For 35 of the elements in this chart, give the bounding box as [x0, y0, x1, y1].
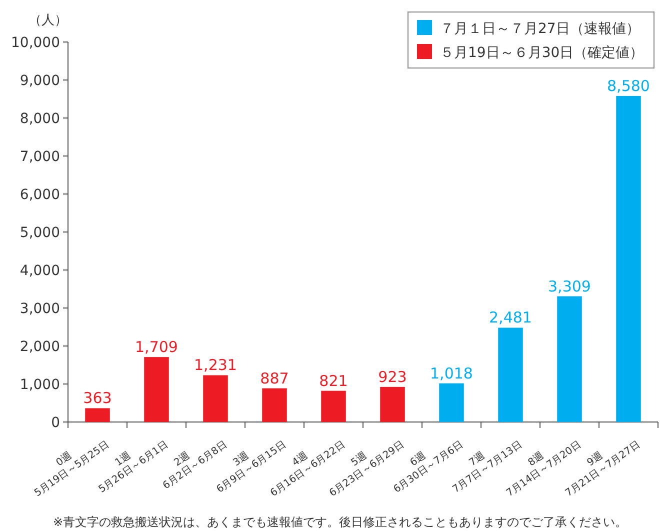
data-label: 1,231 — [194, 356, 237, 374]
bar — [439, 383, 464, 422]
data-label: 821 — [319, 372, 348, 390]
y-tick-label: 7,000 — [20, 149, 60, 165]
data-label: 363 — [83, 389, 112, 408]
legend-label: ７月１日～７月27日（速報値） — [440, 21, 640, 37]
bar — [557, 296, 582, 422]
data-label: 1,709 — [135, 338, 178, 356]
bar — [203, 375, 228, 422]
y-tick-label: 9,000 — [20, 73, 60, 89]
y-tick-label: 2,000 — [20, 339, 60, 355]
bar — [498, 328, 523, 422]
text: ※青文字の救急搬送状況は、あくまでも速報値です。後日修正されることもありますのでご了承ください。 — [52, 515, 628, 529]
bar — [144, 357, 169, 422]
data-label: 8,580 — [607, 76, 650, 95]
bar — [321, 390, 346, 422]
y-tick-label: 6,000 — [20, 187, 60, 203]
legend-label: ５月19日～６月30日（確定値） — [440, 45, 644, 61]
bar — [262, 388, 287, 422]
y-tick-label: 8,000 — [20, 111, 60, 127]
bar — [85, 408, 110, 422]
data-label: 1,018 — [430, 364, 473, 382]
y-tick-label: 10,000 — [11, 35, 60, 51]
data-label: 887 — [260, 369, 289, 388]
data-label: 923 — [378, 368, 407, 386]
y-axis-title: （人） — [28, 13, 68, 28]
y-tick-label: 3,000 — [20, 301, 60, 317]
y-tick-label: 1,000 — [20, 377, 60, 393]
y-tick-label: 0 — [51, 415, 60, 431]
y-tick-label: 5,000 — [20, 225, 60, 241]
data-label: 2,481 — [489, 308, 532, 327]
bar — [380, 386, 405, 422]
bar — [616, 96, 641, 422]
y-tick-label: 4,000 — [20, 263, 60, 279]
data-label: 3,309 — [548, 277, 591, 296]
